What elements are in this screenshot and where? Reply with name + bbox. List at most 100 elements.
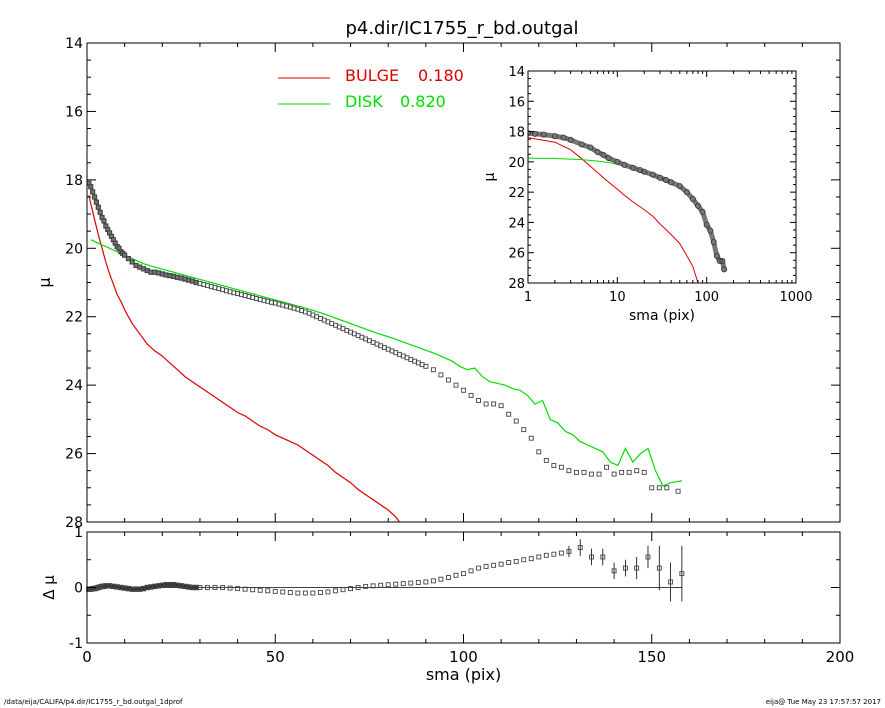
residual-point	[656, 565, 662, 571]
x-tick-label: 50	[266, 648, 285, 666]
data-point	[498, 403, 504, 409]
data-point	[589, 471, 594, 477]
residual-point	[393, 581, 399, 587]
data-point	[587, 144, 594, 151]
y-tick-label: 26	[508, 247, 525, 262]
data-point	[675, 488, 681, 494]
y-axis-label: μ	[482, 172, 498, 181]
data-point	[551, 133, 558, 140]
data-point	[656, 485, 662, 491]
residual-point	[302, 590, 308, 596]
data-point	[578, 141, 585, 148]
data-point	[716, 258, 723, 265]
y-tick-label: 28	[508, 277, 525, 292]
legend-bulge-name: BULGE	[345, 66, 399, 85]
residual-point	[679, 571, 685, 577]
data-point	[528, 435, 534, 441]
residual-point	[566, 548, 572, 554]
residual-point	[220, 585, 225, 590]
residual-point	[461, 571, 466, 577]
residual-point	[333, 588, 338, 594]
data-point	[521, 427, 527, 433]
data-point	[491, 401, 497, 407]
data-point	[506, 411, 512, 417]
residual-point	[506, 560, 512, 565]
residual-point	[551, 551, 557, 557]
data-point	[101, 218, 107, 224]
data-point	[649, 171, 656, 178]
data-point	[536, 449, 542, 455]
data-point	[721, 266, 728, 273]
y-tick-label: 20	[508, 156, 525, 171]
data-point	[630, 164, 637, 171]
residual-point	[242, 586, 248, 592]
data-point	[713, 252, 720, 259]
data-point	[543, 457, 549, 463]
data-point	[453, 382, 459, 388]
data-point	[664, 485, 670, 491]
data-point	[551, 463, 557, 468]
data-point	[621, 161, 628, 168]
data-point	[91, 194, 98, 200]
data-point	[93, 199, 100, 205]
residual-point	[378, 582, 384, 588]
x-tick-label: 10	[609, 290, 626, 305]
residual-point	[668, 579, 674, 585]
data-point	[438, 372, 444, 378]
residual-point	[483, 563, 489, 569]
residual-point	[445, 575, 451, 580]
residual-point	[600, 554, 606, 560]
residual-point	[250, 587, 256, 593]
y-tick-label: 22	[65, 310, 83, 326]
y-tick-label: 18	[508, 126, 525, 141]
data-point	[461, 387, 466, 393]
data-point	[600, 152, 607, 159]
data-point	[558, 464, 564, 470]
residual-point	[577, 545, 583, 550]
data-point	[656, 174, 663, 181]
data-point	[626, 469, 632, 475]
residual-point	[622, 565, 628, 571]
data-point	[611, 471, 617, 477]
residual-point	[423, 579, 429, 585]
residual-point	[317, 590, 323, 595]
y-tick-label: 14	[508, 65, 525, 80]
x-axis-label: sma (pix)	[426, 665, 501, 684]
bulge-curve	[528, 137, 699, 283]
y-tick-label: 26	[65, 447, 83, 463]
residual-point	[197, 585, 203, 590]
data-point	[95, 204, 101, 210]
data-point	[560, 134, 567, 141]
data-point	[641, 469, 647, 475]
data-point	[122, 252, 128, 258]
main-title: p4.dir/IC1755_r_bd.outgal	[345, 18, 578, 39]
y-tick-label: 24	[508, 216, 525, 231]
data-point	[423, 363, 429, 369]
residual-point	[325, 589, 331, 595]
y-tick-label: 18	[65, 173, 83, 189]
x-tick-label: 0	[82, 648, 92, 666]
residual-point	[310, 590, 316, 596]
data-point	[90, 189, 96, 195]
x-axis-label: sma (pix)	[629, 308, 695, 324]
residual-point	[400, 581, 406, 587]
data-band	[528, 130, 727, 272]
residual-point	[438, 576, 444, 582]
x-tick-label: 1000	[779, 290, 812, 305]
data-point	[468, 392, 474, 398]
data-point	[567, 136, 574, 143]
bulge-curve	[88, 195, 400, 522]
x-tick-label: 200	[826, 648, 855, 666]
data-point	[710, 239, 717, 246]
data-point	[566, 468, 572, 474]
data-point	[97, 209, 103, 215]
data-point	[614, 158, 621, 165]
inset-plot-area	[528, 130, 728, 283]
residual-point	[513, 558, 519, 564]
y-tick-label: 20	[65, 241, 83, 257]
data-point	[476, 398, 482, 403]
x-tick-label: 100	[449, 648, 478, 666]
data-point	[445, 377, 451, 383]
residual-point	[205, 585, 210, 590]
